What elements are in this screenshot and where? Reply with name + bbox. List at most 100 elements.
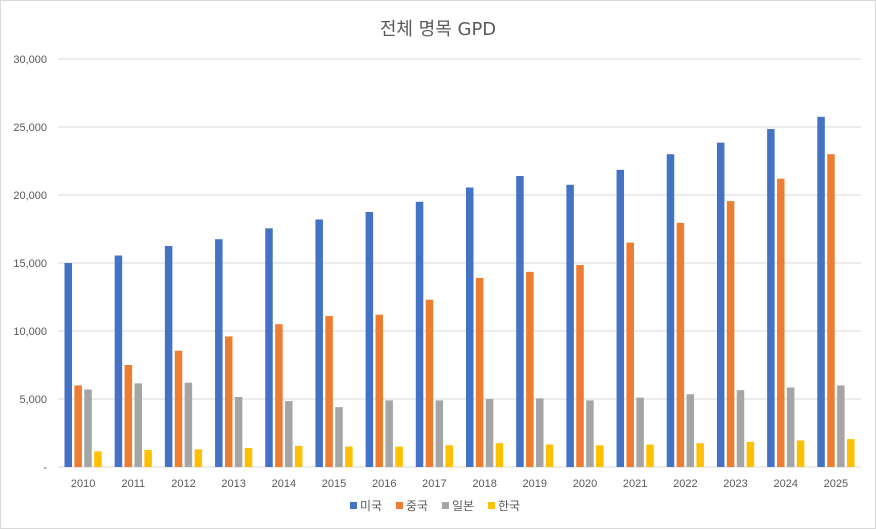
bar-한국-2010 [94,451,102,467]
x-tick-label: 2015 [322,478,346,490]
bar-중국-2015 [325,316,333,467]
bar-미국-2018 [465,187,474,467]
legend-label: 중국 [406,499,428,513]
bar-미국-2022 [666,154,675,467]
bar-중국-2010 [74,385,82,467]
bar-일본-2018 [485,399,494,467]
y-tick-label: 25,000 [13,122,47,134]
bar-한국-2013 [244,447,253,467]
bar-중국-2022 [676,222,685,467]
y-tick-label: 15,000 [13,258,47,270]
bar-중국-2012 [174,350,183,467]
bar-일본-2015 [335,407,343,467]
x-axis-ticks: 2010 2011 2012 2013 2014 2015 2016 2017 2018 2019… [71,478,848,490]
x-tick-label: 2012 [171,478,195,490]
bar-미국-2025 [817,116,825,468]
bar-한국-2024 [796,440,805,467]
y-tick-label: - [43,462,47,474]
bar-한국-2022 [696,443,704,467]
legend: 미국 중국 일본 한국 [350,499,520,513]
bar-미국-2019 [516,175,524,467]
bar-한국-2012 [194,449,203,467]
bar-미국-2010 [64,263,72,467]
legend-swatch [350,502,357,509]
x-tick-label: 2014 [272,478,296,490]
bar-미국-2016 [365,212,374,467]
bar-미국-2014 [265,228,273,467]
bar-한국-2017 [445,445,454,467]
x-tick-label: 2016 [372,478,396,490]
bar-한국-2014 [294,445,303,467]
bar-중국-2016 [375,314,384,467]
legend-swatch [442,502,449,509]
bar-미국-2017 [415,201,424,468]
bar-한국-2025 [847,439,855,467]
y-axis-ticks: - 5,000 10,000 15,000 20,000 25,000 30,000 [13,54,47,474]
bar-일본-2021 [636,397,644,467]
bar-중국-2023 [726,201,735,467]
bar-중국-2025 [827,154,835,467]
x-tick-label: 2021 [623,478,647,490]
bar-한국-2011 [144,450,152,467]
bar-일본-2017 [435,400,444,467]
bar-한국-2021 [646,444,654,467]
bar-한국-2015 [345,446,353,467]
bar-미국-2024 [767,129,775,468]
bar-일본-2014 [285,401,293,467]
x-tick-label: 2023 [723,478,747,490]
legend-label: 미국 [360,499,382,513]
y-tick-label: 30,000 [13,54,47,66]
x-tick-label: 2017 [422,478,446,490]
bar-일본-2012 [184,382,193,467]
x-tick-label: 2019 [523,478,547,490]
bar-한국-2020 [596,445,604,467]
x-tick-label: 2018 [472,478,496,490]
x-tick-label: 2022 [673,478,697,490]
bar-일본-2016 [385,400,393,467]
legend-swatch [396,502,403,509]
bar-중국-2020 [576,265,584,467]
bar-일본-2025 [837,385,845,467]
bar-한국-2023 [746,441,755,467]
bar-일본-2024 [786,387,795,467]
bar-미국-2015 [315,219,323,467]
bar-일본-2013 [234,396,243,467]
y-tick-label: 10,000 [13,326,47,338]
bar-중국-2014 [275,324,283,467]
chart-title: 전체 명목 GPD [380,19,496,40]
bar-한국-2016 [395,446,403,467]
bar-중국-2021 [626,242,634,467]
bar-중국-2017 [425,299,434,467]
bar-한국-2019 [545,444,554,467]
y-tick-label: 20,000 [13,190,47,202]
bar-미국-2021 [616,169,625,467]
bar-일본-2011 [134,383,142,467]
x-tick-label: 2024 [773,478,797,490]
bar-중국-2024 [777,178,785,467]
legend-label: 한국 [498,499,520,513]
legend-label: 일본 [452,499,474,513]
x-tick-label: 2013 [221,478,245,490]
bar-중국-2011 [124,365,133,467]
bar-미국-2013 [215,239,223,467]
bar-미국-2012 [164,246,173,467]
bar-일본-2020 [586,400,594,467]
x-tick-label: 2010 [71,478,95,490]
bar-중국-2018 [475,277,484,467]
legend-swatch [488,502,495,509]
x-tick-label: 2020 [573,478,597,490]
bar-일본-2022 [686,394,695,467]
bar-일본-2019 [535,398,544,467]
bar-일본-2010 [84,389,92,467]
bar-한국-2018 [495,443,504,467]
bar-중국-2013 [224,336,233,467]
bar-미국-2011 [114,255,123,467]
bar-미국-2023 [716,142,725,467]
bar-layer [64,116,855,468]
x-tick-label: 2025 [824,478,848,490]
y-tick-label: 5,000 [19,394,47,406]
x-tick-label: 2011 [121,478,145,490]
bar-미국-2020 [566,184,574,468]
